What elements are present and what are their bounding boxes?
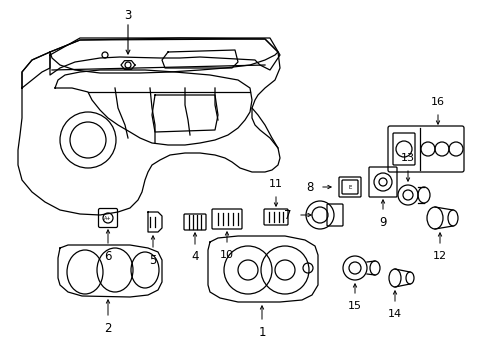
- Text: 6: 6: [104, 249, 112, 262]
- Text: 9: 9: [379, 216, 386, 229]
- Text: 12: 12: [432, 251, 446, 261]
- Text: 3: 3: [124, 9, 131, 22]
- Text: E: E: [347, 185, 351, 189]
- Text: 7: 7: [284, 208, 291, 221]
- Text: 8: 8: [305, 180, 313, 194]
- Text: 14: 14: [387, 309, 401, 319]
- Text: 10: 10: [220, 250, 234, 260]
- Text: 16: 16: [430, 97, 444, 107]
- Text: 4: 4: [191, 251, 198, 264]
- Text: 13: 13: [400, 153, 414, 163]
- Text: 1: 1: [258, 325, 265, 338]
- Text: 11: 11: [268, 179, 283, 189]
- Text: A+: A+: [104, 216, 112, 220]
- Text: 5: 5: [149, 253, 156, 266]
- Text: 2: 2: [104, 321, 112, 334]
- Text: 15: 15: [347, 301, 361, 311]
